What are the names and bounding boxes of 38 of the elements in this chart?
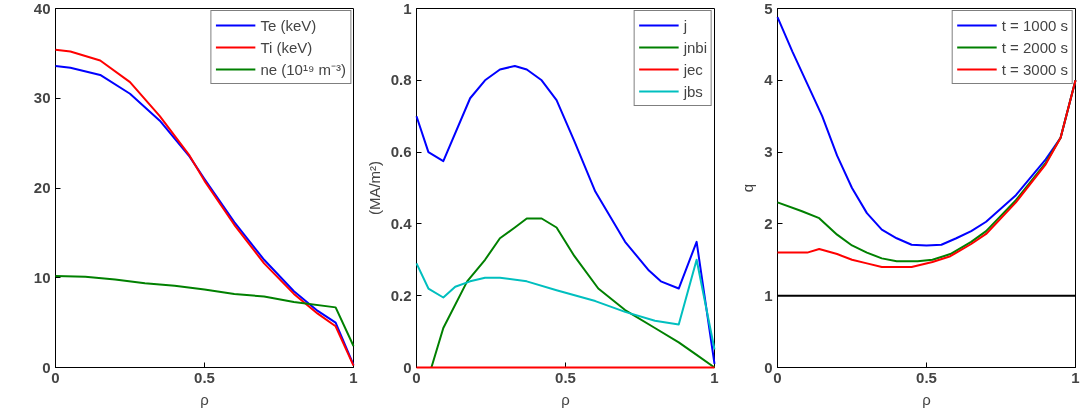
y-tick-label: 0.2 (390, 286, 412, 304)
legend-label: jbs (683, 82, 704, 100)
y-tick-label: 2 (764, 214, 773, 232)
y-tick-label: 20 (33, 179, 51, 196)
legend-label: jec (683, 60, 704, 78)
y-axis-title: q (739, 183, 757, 193)
legend-label: Te (keV) (260, 16, 317, 34)
x-axis-title: ρ (200, 390, 209, 408)
y-tick-label: 0.6 (390, 143, 412, 161)
legend-label: jnbi (683, 38, 707, 56)
line-series (415, 258, 716, 351)
line-series (54, 274, 355, 347)
x-tick-label: 1 (1071, 368, 1080, 386)
y-tick-label: 5 (764, 0, 773, 17)
x-axis-title: ρ (922, 390, 931, 408)
y-tick-label: 1 (764, 286, 773, 304)
x-tick-label: 0.5 (916, 368, 937, 386)
y-tick-label: 10 (33, 268, 51, 286)
line-series (430, 217, 716, 369)
x-tick-label: 1 (349, 368, 358, 386)
legend-label: t = 1000 s (1001, 16, 1068, 34)
legend-label: t = 2000 s (1001, 38, 1068, 56)
y-tick-label: 3 (764, 143, 773, 161)
x-tick-label: 0.5 (194, 368, 215, 386)
legend-label: t = 3000 s (1001, 60, 1068, 78)
y-tick-label: 1 (403, 0, 412, 17)
y-axis-title: (MA/m²) (365, 160, 383, 216)
x-axis-title: ρ (561, 390, 570, 408)
y-tick-label: 30 (33, 89, 51, 107)
y-tick-label: 0.8 (390, 71, 412, 89)
x-tick-label: 1 (710, 368, 719, 386)
legend-label: Ti (keV) (260, 38, 313, 56)
y-tick-label: 0.4 (390, 214, 413, 232)
y-tick-label: 4 (764, 71, 774, 89)
y-tick-label: 40 (33, 0, 51, 17)
x-tick-label: 0.5 (555, 368, 576, 386)
legend-label: ne (10¹⁹ m⁻³) (260, 60, 346, 79)
legend-label: j (683, 16, 688, 34)
